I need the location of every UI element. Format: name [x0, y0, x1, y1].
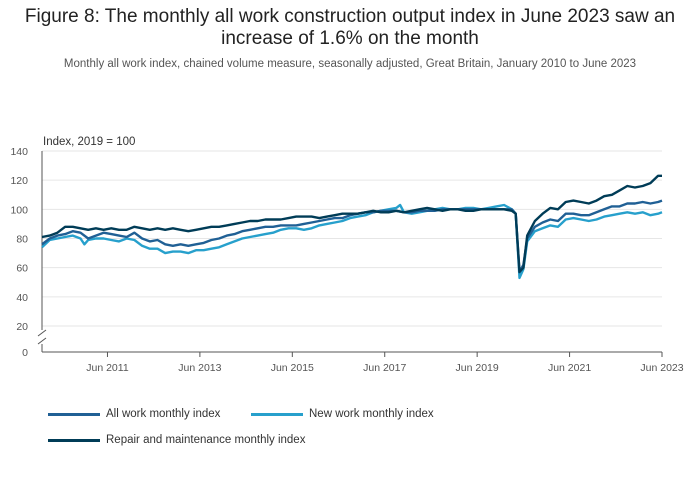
- y-tick-label: 80: [16, 234, 28, 246]
- y-tick-label: 140: [10, 146, 28, 158]
- series-line-repair[interactable]: [41, 174, 662, 274]
- chart-subtitle: Monthly all work index, chained volume m…: [63, 58, 637, 70]
- legend-swatch-all-work: [48, 412, 100, 416]
- x-tick-label: Jun 2019: [456, 362, 499, 374]
- y-tick-label: 20: [16, 321, 28, 333]
- axis-break-gap: [37, 331, 47, 343]
- x-tick-label: Jun 2023: [640, 362, 683, 374]
- y-axis-label: Index, 2019 = 100: [43, 136, 136, 148]
- x-tick-label: Jun 2015: [271, 362, 314, 374]
- legend-label-all-work: All work monthly index: [106, 408, 221, 420]
- series-line-new-work[interactable]: [41, 203, 663, 280]
- legend-label-repair: Repair and maintenance monthly index: [106, 434, 306, 446]
- series-lines: [41, 174, 663, 280]
- legend-swatch-repair: [48, 438, 100, 442]
- y-tick-label: 60: [16, 263, 28, 275]
- legend-item-repair[interactable]: Repair and maintenance monthly index: [48, 434, 305, 446]
- series-line-all-work[interactable]: [41, 199, 663, 274]
- legend-swatch-new-work: [251, 412, 303, 416]
- y-tick-label: 40: [16, 292, 28, 304]
- axis-break-slash: [37, 337, 47, 345]
- y-tick-label: 120: [10, 175, 28, 187]
- x-tick-label: Jun 2011: [86, 362, 129, 374]
- axis-break-marker: [37, 329, 47, 345]
- x-tick-label: Jun 2021: [548, 362, 591, 374]
- x-tick-label: Jun 2017: [363, 362, 406, 374]
- x-axis: Jun 2011 Jun 2013 Jun 2015 Jun 2017 Jun 2019…: [41, 151, 684, 374]
- chart-title: Figure 8: The monthly all work construct…: [24, 6, 676, 49]
- y-axis-ticks: 140 120 100 80 60 40 20 0: [10, 146, 28, 359]
- legend-item-new-work[interactable]: New work monthly index: [251, 408, 434, 420]
- x-tick-label: Jun 2013: [178, 362, 221, 374]
- axis-break-slash: [37, 329, 47, 337]
- y-tick-label: 0: [22, 347, 28, 359]
- gridlines: [42, 150, 662, 327]
- y-tick-label: 100: [10, 204, 28, 216]
- legend-label-new-work: New work monthly index: [309, 408, 434, 420]
- legend-item-all-work[interactable]: All work monthly index: [48, 408, 220, 420]
